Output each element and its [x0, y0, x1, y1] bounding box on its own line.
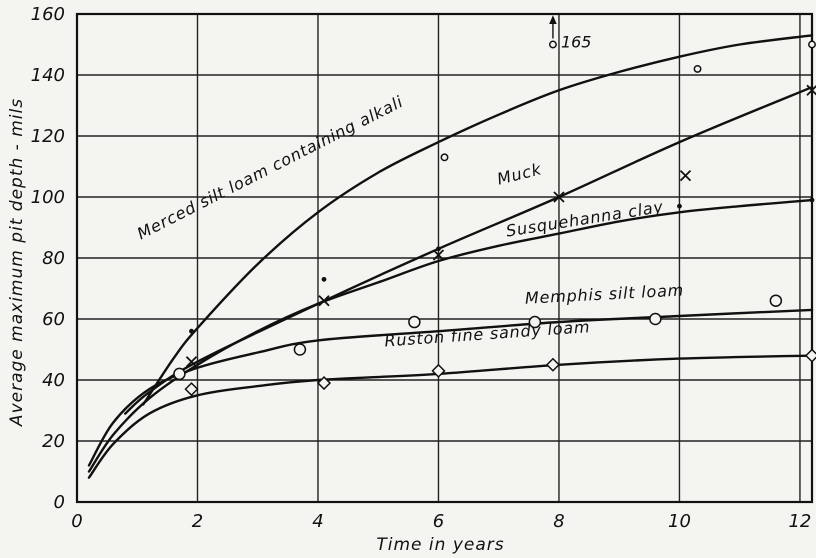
y-tick-label-80: 80: [42, 248, 65, 269]
annotation-arrow-head: [549, 15, 557, 24]
point-ruston-fine-sandy-loam-2: [316, 375, 332, 391]
y-tick-label-20: 20: [42, 431, 65, 452]
curve-susquehanna-clay: [87, 198, 814, 473]
x-tick-label-2: 2: [192, 511, 203, 532]
point-ruston-fine-sandy-loam-3: [431, 363, 446, 378]
point-merced-silt-loam-containing-alkali-2: [548, 40, 557, 49]
point-susquehanna-clay-3: [436, 246, 441, 252]
y-tick-label-140: 140: [31, 65, 65, 86]
y-tick-label-60: 60: [42, 309, 65, 330]
x-tick-label-0: 0: [71, 511, 82, 532]
y-tick-label-100: 100: [31, 187, 65, 208]
point-muck-3: [432, 249, 445, 261]
point-memphis-silt-loam-4: [528, 315, 542, 329]
point-ruston-fine-sandy-loam-4: [545, 357, 561, 372]
y-tick-label-0: 0: [54, 492, 65, 513]
annotation-label-1: 165: [561, 33, 592, 52]
point-muck-4: [553, 191, 565, 203]
point-memphis-silt-loam-5: [649, 312, 662, 326]
x-tick-label-12: 12: [788, 511, 811, 532]
y-tick-label-40: 40: [42, 370, 65, 391]
x-axis-title: Time in years: [376, 535, 504, 554]
curve-label-muck: Muck: [495, 159, 543, 188]
point-susquehanna-clay-1: [189, 328, 194, 334]
point-ruston-fine-sandy-loam-5: [804, 348, 816, 363]
point-susquehanna-clay-5: [809, 197, 815, 203]
x-tick-label-8: 8: [553, 511, 564, 532]
plot-frame: [75, 12, 814, 504]
point-muck-5: [679, 170, 692, 182]
point-memphis-silt-loam-6: [769, 294, 783, 307]
point-muck-2: [318, 295, 330, 307]
y-tick-label-120: 120: [31, 126, 65, 147]
point-merced-silt-loam-containing-alkali-1: [440, 153, 449, 162]
point-muck-6: [806, 84, 816, 96]
point-memphis-silt-loam-3: [408, 315, 421, 329]
marker-layer: [173, 40, 816, 397]
point-merced-silt-loam-containing-alkali-3: [693, 64, 702, 73]
curve-label-susquehanna-clay: Susquehanna clay: [505, 197, 665, 241]
curve-label-merced-silt-loam-containing-alkali: Merced silt loam containing alkali: [134, 92, 406, 243]
x-tick-label-6: 6: [433, 511, 444, 532]
y-axis-title: Average maximum pit depth - mils: [7, 98, 27, 427]
point-susquehanna-clay-4: [677, 203, 682, 209]
axes-layer: [75, 12, 814, 504]
point-merced-silt-loam-containing-alkali-4: [808, 40, 816, 49]
point-muck-1: [185, 356, 198, 368]
point-memphis-silt-loam-1: [173, 367, 186, 381]
point-ruston-fine-sandy-loam-1: [184, 382, 199, 397]
x-tick-label-4: 4: [312, 511, 323, 532]
x-tick-label-10: 10: [668, 511, 691, 532]
curve-label-memphis-silt-loam: Memphis silt loam: [525, 280, 685, 307]
curve-merced-silt-loam-containing-alkali: [142, 34, 814, 406]
y-tick-label-160: 160: [31, 4, 65, 25]
point-susquehanna-clay-2: [321, 276, 327, 282]
point-memphis-silt-loam-2: [293, 343, 307, 356]
label-layer: Time in years Average maximum pit depth -…: [7, 15, 685, 555]
curve-layer: [87, 34, 814, 479]
